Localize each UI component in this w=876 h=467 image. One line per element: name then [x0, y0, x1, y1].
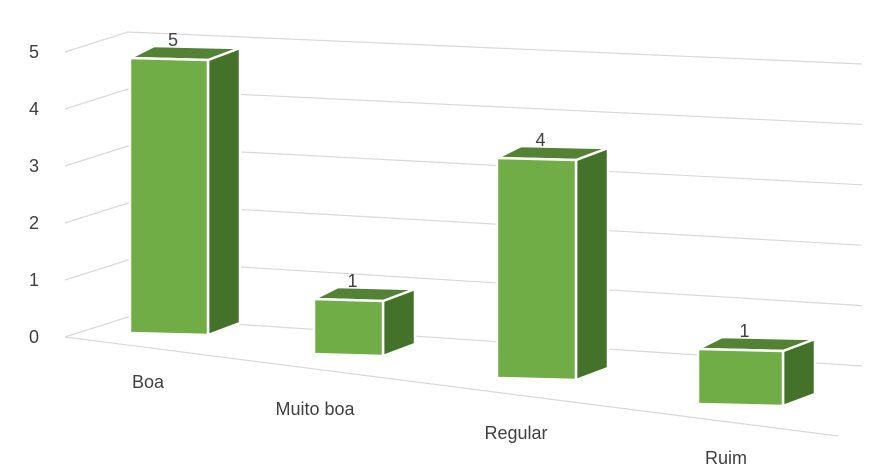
gridline [64, 316, 863, 367]
gridline [64, 31, 863, 65]
y-axis-ticks: 0 1 2 3 4 5 [29, 42, 39, 347]
data-label: 4 [535, 130, 545, 150]
y-tick-label: 3 [29, 156, 39, 176]
category-label: Muito boa [275, 399, 355, 419]
bar-side-face [574, 146, 610, 382]
y-tick-label: 2 [29, 213, 39, 233]
category-label: Ruim [705, 448, 747, 467]
bar-side-face [206, 46, 242, 337]
data-label: 1 [739, 321, 749, 341]
category-label: Regular [484, 423, 547, 443]
y-tick-label: 0 [29, 327, 39, 347]
gridlines [64, 31, 863, 437]
bar [128, 56, 210, 337]
data-label: 1 [347, 271, 357, 291]
bar [312, 297, 385, 358]
y-tick-label: 1 [29, 270, 39, 290]
gridline [64, 88, 863, 125]
data-labels: 5 1 4 1 [168, 30, 750, 341]
bars [128, 44, 817, 408]
gridline [64, 145, 863, 186]
category-label: Boa [132, 372, 165, 392]
y-tick-label: 5 [29, 42, 39, 62]
gridline [64, 259, 863, 307]
floor-edge [64, 336, 839, 437]
category-labels: Boa Muito boa Regular Ruim [132, 372, 747, 467]
y-tick-label: 4 [29, 99, 39, 119]
gridline [64, 202, 863, 246]
bar [495, 156, 578, 382]
bar [696, 347, 785, 408]
data-label: 5 [168, 30, 178, 50]
